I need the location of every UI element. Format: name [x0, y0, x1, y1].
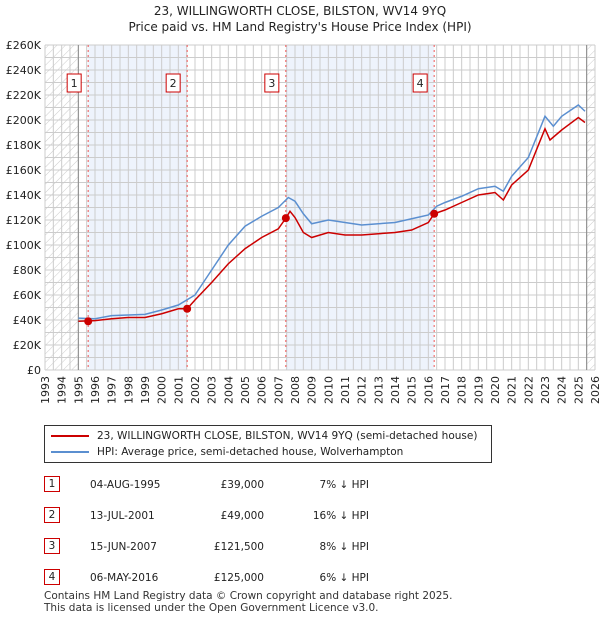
- y-tick-label: £20K: [13, 339, 42, 352]
- footer-licence: This data is licensed under the Open Gov…: [44, 602, 379, 614]
- x-tick-label: 2003: [206, 376, 219, 404]
- sale-point: [183, 304, 192, 313]
- sale-label-box: [66, 73, 82, 93]
- x-tick-label: 1997: [106, 376, 119, 404]
- x-tick-label: 2024: [556, 376, 569, 404]
- y-tick-label: £140K: [6, 189, 42, 202]
- x-tick-label: 2013: [372, 376, 385, 404]
- sale-number: 4: [44, 569, 60, 585]
- hpi-line: [78, 104, 586, 320]
- sale-row: 3 15-JUN-2007 £121,500 8% ↓ HPI: [44, 538, 444, 558]
- sale-label-number: 3: [268, 77, 275, 90]
- sale-row: 1 04-AUG-1995 £39,000 7% ↓ HPI: [44, 476, 444, 496]
- footer-copyright: Contains HM Land Registry data © Crown c…: [44, 590, 453, 602]
- x-tick-label: 2007: [272, 376, 285, 404]
- x-tick-label: 1995: [72, 376, 85, 404]
- sale-number: 1: [44, 476, 60, 492]
- sale-row: 4 06-MAY-2016 £125,000 6% ↓ HPI: [44, 569, 444, 589]
- sale-hpi-diff: 6% ↓ HPI: [319, 572, 369, 584]
- y-tick-label: £200K: [6, 114, 42, 127]
- x-tick-label: 2016: [422, 376, 435, 404]
- sale-price: £49,000: [220, 510, 264, 522]
- legend-label-property: 23, WILLINGWORTH CLOSE, BILSTON, WV14 9Y…: [97, 430, 478, 442]
- sale-label-box: [264, 73, 280, 93]
- y-tick-label: £180K: [6, 139, 42, 152]
- sale-hpi-diff: 8% ↓ HPI: [319, 541, 369, 553]
- x-tick-label: 2026: [589, 376, 600, 404]
- x-tick-label: 2006: [256, 376, 269, 404]
- x-tick-label: 1998: [122, 376, 135, 404]
- sale-hpi-diff: 16% ↓ HPI: [312, 510, 369, 522]
- y-tick-label: £220K: [6, 89, 42, 102]
- x-tick-label: 2001: [172, 376, 185, 404]
- sale-label-number: 2: [170, 77, 177, 90]
- x-tick-label: 2004: [222, 376, 235, 404]
- sale-point: [84, 317, 93, 326]
- sale-hpi-diff: 7% ↓ HPI: [319, 479, 369, 491]
- sale-date: 15-JUN-2007: [90, 541, 157, 553]
- x-tick-label: 1996: [89, 376, 102, 404]
- sale-date: 06-MAY-2016: [90, 572, 159, 584]
- x-tick-label: 2009: [306, 376, 319, 404]
- sale-label-box: [165, 73, 181, 93]
- legend-swatch-hpi: [51, 451, 89, 453]
- price-chart: £0 £20K £40K £60K £80K £100K £120K £140K £160K £1…: [6, 39, 600, 404]
- x-tick-label: 2000: [156, 376, 169, 404]
- footer: Contains HM Land Registry data © Crown c…: [44, 590, 452, 614]
- sale-label-number: 4: [417, 77, 424, 90]
- sale-price: £125,000: [213, 572, 264, 584]
- x-tick-label: 2012: [356, 376, 369, 404]
- x-tick-label: 2011: [339, 376, 352, 404]
- x-tick-label: 2015: [406, 376, 419, 404]
- x-tick-label: 1999: [139, 376, 152, 404]
- y-tick-label: £160K: [6, 164, 42, 177]
- y-tick-label: £40K: [13, 314, 42, 327]
- x-tick-label: 2022: [522, 376, 535, 404]
- y-tick-label: £80K: [13, 264, 42, 277]
- x-tick-label: 2005: [239, 376, 252, 404]
- x-tick-label: 2010: [322, 376, 335, 404]
- x-tick-label: 2018: [456, 376, 469, 404]
- y-tick-label: £120K: [6, 214, 42, 227]
- legend: 23, WILLINGWORTH CLOSE, BILSTON, WV14 9Y…: [44, 425, 492, 463]
- x-tick-label: 1993: [39, 376, 52, 404]
- sale-point: [430, 209, 439, 218]
- x-tick-label: 1994: [56, 376, 69, 404]
- x-tick-label: 2002: [189, 376, 202, 404]
- sale-number: 3: [44, 538, 60, 554]
- x-tick-label: 2014: [389, 376, 402, 404]
- sale-price: £121,500: [213, 541, 264, 553]
- sale-point: [281, 214, 290, 223]
- x-tick-label: 2020: [489, 376, 502, 404]
- chart-title: 23, WILLINGWORTH CLOSE, BILSTON, WV14 9Y…: [153, 4, 447, 18]
- y-tick-label: £0: [27, 364, 41, 377]
- x-tick-label: 2023: [539, 376, 552, 404]
- x-tick-label: 2017: [439, 376, 452, 404]
- y-tick-label: £260K: [6, 39, 42, 52]
- sale-date: 13-JUL-2001: [90, 510, 155, 522]
- sale-date: 04-AUG-1995: [90, 479, 161, 491]
- sale-row: 2 13-JUL-2001 £49,000 16% ↓ HPI: [44, 507, 444, 527]
- sale-label-number: 1: [71, 77, 78, 90]
- legend-swatch-property: [51, 435, 89, 437]
- y-tick-label: £100K: [6, 239, 42, 252]
- y-tick-label: £60K: [13, 289, 42, 302]
- sale-label-box: [412, 73, 428, 93]
- x-tick-label: 2025: [572, 376, 585, 404]
- y-tick-label: £240K: [6, 64, 42, 77]
- sale-price: £39,000: [220, 479, 264, 491]
- chart-subtitle: Price paid vs. HM Land Registry's House …: [128, 20, 472, 34]
- x-tick-label: 2008: [289, 376, 302, 404]
- x-tick-label: 2021: [506, 376, 519, 404]
- legend-label-hpi: HPI: Average price, semi-detached house,…: [97, 446, 404, 458]
- x-tick-label: 2019: [472, 376, 485, 404]
- sale-number: 2: [44, 507, 60, 523]
- property-price-line: [78, 116, 586, 322]
